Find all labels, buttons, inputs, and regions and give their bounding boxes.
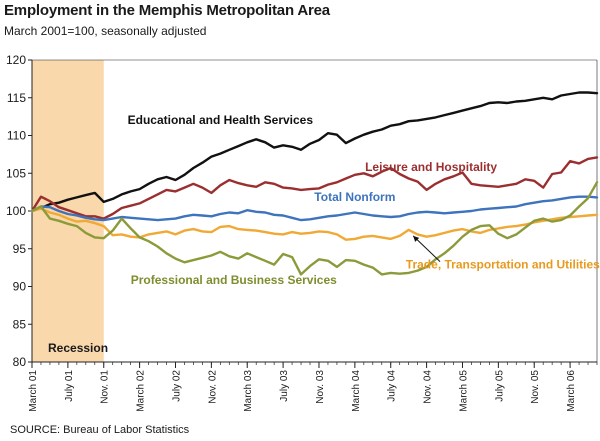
y-tick-label: 120 <box>6 53 26 67</box>
y-tick-label: 105 <box>6 166 26 180</box>
series-layer <box>30 91 599 276</box>
x-tick-label: Nov. 05 <box>530 370 541 404</box>
x-tick-label: March 01 <box>28 370 39 412</box>
y-tick-label: 80 <box>13 355 27 369</box>
x-tick-label: July 04 <box>387 370 398 402</box>
chart-title: Employment in the Memphis Metropolitan A… <box>4 2 330 19</box>
x-tick-label: March 06 <box>566 370 577 412</box>
annotation-layer: Educational and Health Services Leisure a… <box>128 113 600 287</box>
series-annotation-0: Educational and Health Services <box>128 113 314 127</box>
y-tick-label: 115 <box>7 91 26 105</box>
series-line-2 <box>30 195 599 222</box>
series-line-3 <box>30 207 599 241</box>
annotation-leader-line <box>412 235 441 262</box>
series-annotation-4: Trade, Transportation and Utilities <box>406 257 600 271</box>
series-annotation-3: Professional and Business Services <box>131 273 337 287</box>
x-tick-label: Nov. 02 <box>207 370 218 404</box>
x-tick-label: July 03 <box>279 370 290 402</box>
axis-layer: 80 85 90 95 100 105 110 115 120 March 01 July 01 No… <box>6 53 598 412</box>
x-tick-label: March 03 <box>243 370 254 412</box>
series-line-0 <box>30 91 599 213</box>
annotation-arrowhead <box>413 235 420 242</box>
y-tick-label: 100 <box>6 204 26 218</box>
x-tick-label: Nov. 01 <box>100 370 111 404</box>
series-annotation-2: Total Nonform <box>314 190 395 204</box>
x-tick-label: March 02 <box>136 370 147 412</box>
series-annotation-1: Leisure and Hospitality <box>365 160 497 174</box>
y-tick-label: 95 <box>13 242 27 256</box>
x-tick-label: July 01 <box>64 370 75 402</box>
x-tick-label: March 04 <box>351 370 362 412</box>
y-tick-label: 90 <box>13 280 27 294</box>
x-tick-label: July 02 <box>171 370 182 402</box>
x-tick-label: Nov. 03 <box>315 370 326 404</box>
y-tick-label: 110 <box>7 129 26 143</box>
series-line-4 <box>30 181 599 276</box>
x-tick-label: Nov. 04 <box>423 370 434 404</box>
chart-source: SOURCE: Bureau of Labor Statistics <box>10 424 190 436</box>
x-tick-label: March 05 <box>458 370 469 412</box>
chart-subtitle: March 2001=100, seasonally adjusted <box>4 24 207 38</box>
series-line-1 <box>30 156 599 220</box>
y-tick-label: 85 <box>13 317 27 331</box>
recession-label: Recession <box>48 341 108 355</box>
x-tick-label: July 05 <box>494 370 505 402</box>
